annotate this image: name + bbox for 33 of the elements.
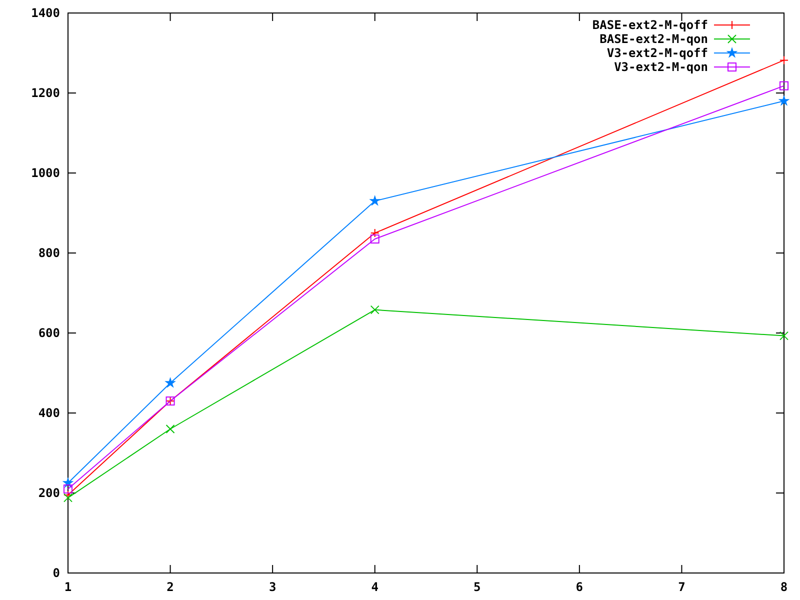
x-tick-label: 5 [474, 580, 481, 594]
y-tick-label: 800 [38, 246, 60, 260]
point [164, 377, 176, 388]
point [64, 484, 72, 494]
y-tick-label: 1200 [31, 86, 60, 100]
point [370, 228, 380, 238]
x-tick-label: 3 [268, 580, 276, 594]
point [370, 234, 380, 244]
x-tick-label: 1 [64, 580, 72, 594]
point [370, 305, 380, 314]
y-tick-label: 1400 [31, 6, 60, 20]
x-tick-label: 2 [166, 580, 174, 594]
point [780, 331, 788, 340]
point [780, 81, 788, 90]
y-tick-label: 0 [52, 566, 60, 580]
x-tick-label: 8 [780, 580, 788, 594]
legend-label: BASE-ext2-M-qon [600, 32, 708, 46]
point [166, 424, 175, 434]
point [780, 56, 788, 65]
point [64, 490, 72, 500]
point [778, 95, 790, 106]
x-tick-label: 7 [678, 580, 686, 594]
point [64, 493, 72, 502]
y-tick-label: 400 [38, 406, 60, 420]
point [369, 195, 381, 206]
x-tick-label: 4 [371, 580, 378, 594]
y-tick-label: 200 [38, 486, 60, 500]
y-tick-label: 600 [38, 326, 60, 340]
y-tick-label: 1000 [31, 166, 60, 180]
legend-label: BASE-ext2-M-qoff [592, 18, 708, 32]
legend-label: V3-ext2-M-qoff [606, 46, 708, 60]
legend-label: V3-ext2-M-qon [614, 60, 708, 74]
x-tick-label: 6 [576, 580, 584, 594]
